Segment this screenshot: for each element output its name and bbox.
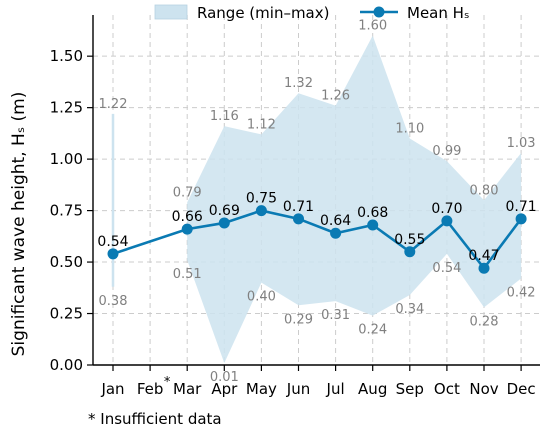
x-tick-label: Aug (358, 380, 387, 398)
mean-value-label: 0.69 (209, 203, 240, 219)
range-max-label: 1.16 (210, 109, 239, 124)
mean-point (107, 248, 119, 260)
y-tick-label: 0.25 (50, 305, 83, 323)
range-min-label: 0.38 (99, 294, 128, 309)
y-tick-label: 0.75 (50, 202, 83, 220)
range-min-label: 0.29 (284, 312, 313, 327)
data-labels-layer: 0.54 0.66 0.69 0.75 0.71 0.64 0.68 0.55 0.70 0.47… (97, 19, 536, 385)
range-max-label: 1.22 (99, 97, 128, 112)
x-tick-label: Jun (286, 380, 310, 398)
x-tick-label: Apr (211, 380, 238, 398)
mean-value-label: 0.71 (283, 199, 314, 215)
mean-value-label: 0.47 (468, 248, 499, 264)
legend-range-label: Range (min–max) (197, 4, 329, 22)
x-tick-label: Nov (469, 380, 498, 398)
mean-value-label: 0.70 (431, 201, 462, 217)
x-tick-label: Oct (434, 380, 460, 398)
mean-series-layer (107, 205, 527, 274)
x-tick-label: Sep (396, 380, 424, 398)
y-tick-label: 1.00 (50, 150, 83, 168)
range-min-label: 0.42 (507, 286, 536, 301)
mean-value-label: 0.66 (172, 209, 203, 225)
mean-point (515, 213, 527, 225)
range-max-label: 1.32 (284, 76, 313, 91)
range-max-label: 0.79 (173, 185, 202, 200)
y-tick-label: 1.25 (50, 99, 83, 117)
range-max-label: 1.03 (507, 136, 536, 151)
mean-value-label: 0.64 (320, 213, 351, 229)
legend-mean-marker (373, 6, 385, 18)
range-max-label: 0.80 (470, 183, 499, 198)
insufficient-data-note: * Insufficient data (88, 410, 222, 428)
y-tick-label: 0.50 (50, 253, 83, 271)
mean-point (404, 246, 416, 258)
range-min-label: 0.34 (395, 302, 424, 317)
mean-value-label: 0.55 (394, 232, 425, 248)
legend-mean-label: Mean Hₛ (407, 4, 470, 22)
x-tick-label: Mar (173, 380, 202, 398)
mean-point (330, 227, 342, 239)
mean-point (441, 215, 453, 227)
legend: Range (min–max) Mean Hₛ (154, 4, 470, 22)
missing-data-marker: * (164, 375, 171, 390)
mean-point (181, 223, 193, 235)
mean-point (367, 219, 379, 231)
y-axis-label: Significant wave height, Hₛ (m) (9, 92, 29, 357)
mean-point (478, 262, 490, 274)
mean-value-label: 0.75 (246, 191, 277, 207)
range-max-label: 1.60 (358, 19, 387, 34)
mean-value-label: 0.68 (357, 205, 388, 221)
mean-point (255, 205, 267, 217)
x-tick-label: Jul (326, 380, 345, 398)
y-tick-label: 1.50 (50, 47, 83, 65)
x-tick-label: Jan (100, 380, 124, 398)
range-min-label: 0.31 (321, 308, 350, 323)
range-min-label: 0.40 (247, 290, 276, 305)
x-tick-label: Dec (507, 380, 536, 398)
axes: 0.00 0.25 0.50 0.75 1.00 1.25 1.50 Jan Feb * Mar Ap… (50, 15, 540, 398)
range-band (187, 35, 522, 363)
range-max-label: 0.99 (432, 144, 461, 159)
mean-value-label: 0.71 (506, 199, 537, 215)
x-tick-label: May (246, 380, 277, 398)
mean-value-label: 0.54 (97, 234, 128, 250)
range-min-label: 0.01 (210, 370, 239, 385)
range-min-label: 0.54 (432, 261, 461, 276)
y-tick-label: 0.00 (50, 356, 83, 374)
range-max-label: 1.10 (395, 122, 424, 137)
range-max-label: 1.12 (247, 117, 276, 132)
range-min-label: 0.51 (173, 267, 202, 282)
mean-point (218, 217, 230, 229)
range-max-label: 1.26 (321, 89, 350, 104)
mean-point (293, 213, 304, 225)
range-min-label: 0.28 (470, 314, 499, 329)
range-min-label: 0.24 (358, 323, 387, 338)
x-tick-label: Feb (137, 380, 164, 398)
legend-range-swatch (154, 4, 188, 20)
